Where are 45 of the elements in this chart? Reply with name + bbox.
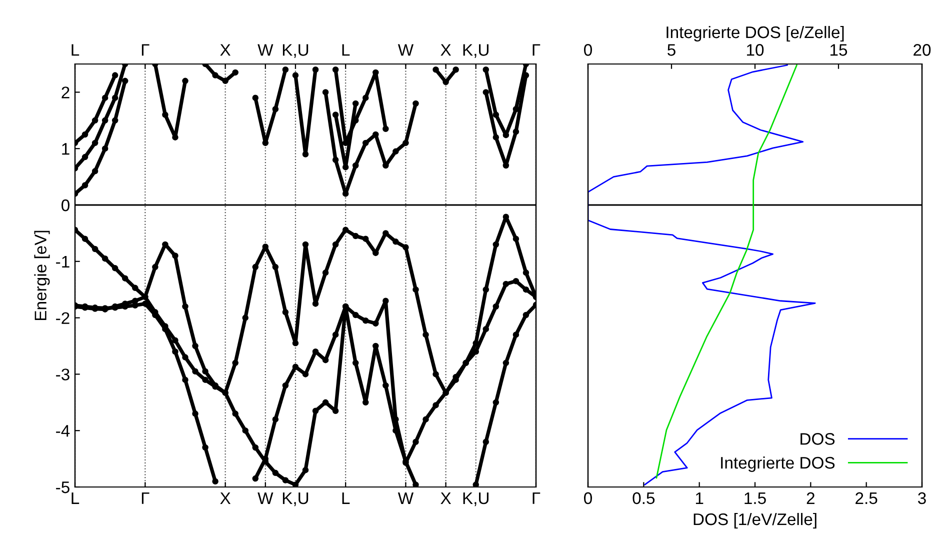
legend-label: DOS bbox=[800, 433, 835, 445]
x-tick-label: L bbox=[342, 492, 350, 504]
x-tick-label: W bbox=[398, 492, 414, 504]
x-tick-label: K,U bbox=[463, 492, 488, 506]
y-tick-label: 1 bbox=[62, 143, 70, 155]
x-tick-label: W bbox=[258, 492, 274, 504]
category-label: X bbox=[220, 44, 231, 56]
x-tick-label: Γ bbox=[532, 492, 540, 504]
x2-tick-label: 20 bbox=[914, 44, 931, 56]
x-tick-label: 1.5 bbox=[744, 492, 766, 504]
category-label: X bbox=[440, 44, 452, 56]
x-tick-label: 3 bbox=[918, 492, 926, 504]
y-tick-label: -4 bbox=[56, 425, 70, 437]
x2-tick-label: 10 bbox=[747, 44, 764, 56]
category-label: L bbox=[342, 44, 350, 56]
x-tick-label: X bbox=[440, 492, 452, 504]
category-label: W bbox=[258, 44, 274, 56]
y-tick-label: -3 bbox=[56, 368, 70, 380]
x-tick-label: Γ bbox=[142, 492, 150, 504]
y-tick-label: 0 bbox=[62, 199, 70, 212]
x-tick-label: 1 bbox=[696, 492, 704, 504]
x-tick-label: L bbox=[72, 492, 80, 504]
x2-tick-label: 15 bbox=[830, 44, 848, 56]
category-label: L bbox=[72, 44, 80, 56]
y-tick-label: -1 bbox=[56, 256, 70, 268]
y-tick-label: -5 bbox=[56, 482, 70, 494]
y-tick-label: -2 bbox=[56, 312, 70, 324]
category-label: W bbox=[398, 44, 414, 56]
x-tick-label: 0.5 bbox=[632, 492, 655, 504]
y-tick-label: 2 bbox=[62, 86, 70, 98]
category-label: K,U bbox=[463, 44, 488, 58]
x2-tick-label: 0 bbox=[584, 44, 592, 56]
x-tick-label: 2 bbox=[806, 492, 814, 504]
x-axis-title: DOS [1/eV/Zelle] bbox=[694, 512, 816, 528]
category-label: Γ bbox=[142, 44, 150, 56]
category-label: K,U bbox=[282, 44, 308, 58]
x-tick-label: X bbox=[220, 492, 231, 504]
y-axis-title: Energie [eV] bbox=[34, 230, 50, 320]
x-tick-label: 0 bbox=[584, 492, 592, 504]
x-tick-label: K,U bbox=[282, 492, 308, 506]
x2-tick-label: 5 bbox=[668, 44, 676, 56]
x-tick-label: 2.5 bbox=[856, 492, 878, 504]
category-label: Γ bbox=[532, 44, 540, 56]
legend-label: Integrierte DOS bbox=[721, 456, 835, 472]
x2-axis-title: Integrierte DOS [e/Zelle] bbox=[666, 26, 844, 42]
